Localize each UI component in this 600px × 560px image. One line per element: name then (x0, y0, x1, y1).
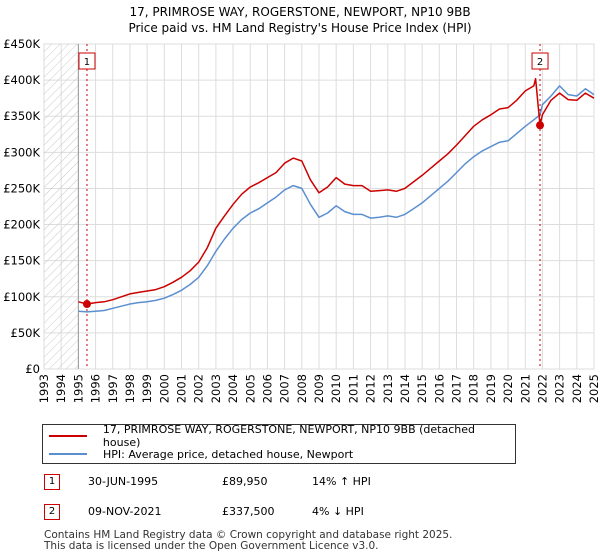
x-tick-label: 2014 (398, 374, 412, 403)
chart-grid (43, 43, 595, 370)
y-tick-label: £100K (3, 290, 40, 304)
x-tick-label: 2009 (312, 374, 326, 403)
x-tick-label: 2000 (157, 374, 171, 403)
sale-date: 09-NOV-2021 (88, 505, 162, 518)
x-tick-label: 1996 (89, 374, 103, 403)
series-line (78, 85, 595, 313)
x-tick-label: 1998 (123, 374, 137, 403)
sale-price: £337,500 (222, 505, 275, 518)
x-tick-label: 2016 (432, 374, 446, 403)
x-tick-label: 2021 (518, 374, 532, 403)
x-tick-label: 2004 (226, 374, 240, 403)
sale-number-badge: 2 (44, 504, 60, 520)
y-tick-label: £350K (3, 109, 40, 123)
x-tick-label: 1999 (140, 374, 154, 403)
annotation-box (78, 52, 96, 70)
y-axis: £0 £50K £100K £150K £200K £250K £300K £350K £400… (3, 37, 40, 376)
x-tick-label: 2002 (192, 374, 206, 403)
legend-item-hpi: HPI: Average price, detached house, Newp… (49, 445, 353, 463)
annotation-label: 2 (537, 57, 543, 68)
annotation-box (531, 52, 549, 70)
y-tick-label: £300K (3, 145, 40, 159)
series-line (78, 77, 595, 305)
legend-swatch-hpi (49, 453, 87, 455)
x-tick-label: 2024 (570, 374, 584, 403)
x-tick-label: 2017 (450, 374, 464, 403)
x-tick-label: 2008 (295, 374, 309, 403)
y-tick-label: £150K (3, 254, 40, 268)
sale-row: 1 30-JUN-1995 £89,950 14% ↑ HPI (44, 474, 484, 492)
legend-label-hpi: HPI: Average price, detached house, Newp… (103, 447, 354, 461)
pre-data-hatched-region (44, 44, 79, 369)
sale-point (536, 121, 545, 130)
y-tick-label: £0 (25, 362, 40, 376)
x-tick-label: 2022 (535, 374, 549, 403)
x-tick-label: 2010 (329, 374, 343, 403)
x-tick-label: 2015 (415, 374, 429, 403)
x-tick-label: 2025 (587, 374, 600, 403)
x-tick-label: 2007 (278, 374, 292, 403)
y-tick-label: £50K (11, 326, 41, 340)
x-tick-label: 2005 (243, 374, 257, 403)
x-tick-label: 1994 (54, 374, 68, 403)
sale-date: 30-JUN-1995 (88, 475, 159, 488)
copyright-footer: Contains HM Land Registry data © Crown c… (44, 530, 452, 552)
chart-title-block: 17, PRIMROSE WAY, ROGERSTONE, NEWPORT, N… (0, 4, 600, 36)
y-tick-label: £400K (3, 73, 40, 87)
hatched-region (44, 44, 79, 369)
x-tick-label: 1993 (37, 374, 51, 403)
property-address-title: 17, PRIMROSE WAY, ROGERSTONE, NEWPORT, N… (129, 5, 471, 19)
sale-hpi-diff: 4% ↓ HPI (312, 505, 364, 518)
sale-point (82, 300, 91, 309)
x-tick-label: 2020 (501, 374, 515, 403)
chart-legend: 17, PRIMROSE WAY, ROGERSTONE, NEWPORT, N… (42, 423, 516, 464)
footer-line-1: Contains HM Land Registry data © Crown c… (44, 529, 453, 541)
annotation-label: 1 (84, 57, 90, 68)
y-tick-label: £450K (3, 37, 40, 51)
x-tick-label: 2023 (553, 374, 567, 403)
legend-item-property: 17, PRIMROSE WAY, ROGERSTONE, NEWPORT, N… (49, 423, 515, 449)
x-tick-label: 2003 (209, 374, 223, 403)
x-tick-label: 2011 (346, 374, 360, 403)
x-tick-label: 2018 (467, 374, 481, 403)
footer-line-2: This data is licensed under the Open Gov… (44, 540, 379, 552)
x-tick-label: 1995 (71, 374, 85, 403)
x-tick-label: 2012 (364, 374, 378, 403)
sale-hpi-diff: 14% ↑ HPI (312, 475, 371, 488)
sale-number-badge: 1 (44, 474, 60, 490)
sale-price: £89,950 (222, 475, 268, 488)
y-tick-label: £250K (3, 181, 40, 195)
x-tick-label: 2019 (484, 374, 498, 403)
x-tick-label: 1997 (106, 374, 120, 403)
x-tick-label: 2001 (175, 374, 189, 403)
legend-label-property: 17, PRIMROSE WAY, ROGERSTONE, NEWPORT, N… (102, 423, 475, 449)
legend-swatch-property (49, 435, 87, 437)
sale-marker-lines (86, 44, 541, 369)
sale-row: 2 09-NOV-2021 £337,500 4% ↓ HPI (44, 504, 484, 522)
chart-subtitle: Price paid vs. HM Land Registry's House … (128, 21, 472, 35)
x-tick-label: 2006 (260, 374, 274, 403)
x-tick-label: 2013 (381, 374, 395, 403)
series-lines (78, 77, 595, 313)
x-axis: 1993 1994 1995 1996 1997 1998 1999 2000 2001 2002… (37, 374, 600, 403)
y-tick-label: £200K (3, 218, 40, 232)
